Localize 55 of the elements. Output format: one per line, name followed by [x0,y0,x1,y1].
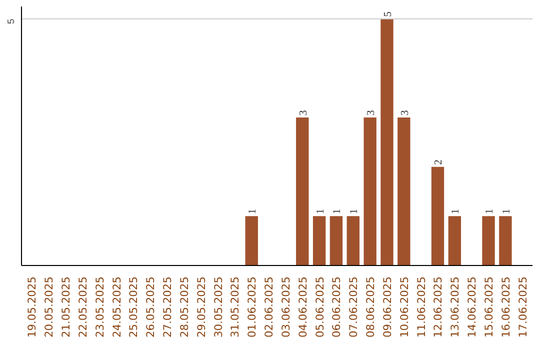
x-tick-label: 11.06.2025 [414,276,428,338]
x-tick-label: 29.05.2025 [194,276,208,338]
x-tick-label: 17.06.2025 [516,276,530,338]
x-tick-label: 07.06.2025 [347,276,360,338]
data-label: 1 [248,208,259,214]
x-tick-label: 06.06.2025 [330,276,344,338]
bar [330,216,343,266]
x-tick-label: 20.05.2025 [42,276,56,338]
x-tick-label: 10.06.2025 [398,276,411,338]
ref-line-label: 5 [6,18,16,24]
bar [499,216,512,266]
x-tick-label: 28.05.2025 [178,276,191,338]
data-label: 2 [434,160,445,165]
x-tick-label: 16.06.2025 [499,276,512,338]
bar [482,216,495,266]
x-tick-label: 01.06.2025 [246,276,259,338]
data-label: 1 [450,208,462,214]
x-tick-label: 14.06.2025 [466,276,479,338]
bar [245,216,258,266]
x-tick-label: 27.05.2025 [161,276,174,338]
bar [346,216,360,266]
x-tick-label: 09.06.2025 [380,276,394,338]
x-tick-label: 08.06.2025 [364,276,378,338]
data-label: 1 [501,208,512,214]
data-label: 5 [382,12,394,17]
data-label: 3 [366,110,378,116]
x-tick-label: 25.05.2025 [127,276,140,338]
x-tick-label: 03.06.2025 [279,276,292,338]
x-tick-label: 23.05.2025 [93,276,106,338]
bar [398,118,410,266]
bar [364,118,376,266]
x-tick-label: 30.05.2025 [212,276,225,338]
bar [431,166,444,266]
data-label: 1 [484,208,496,214]
bar [312,216,326,266]
data-label: 1 [349,208,360,214]
bar [448,216,462,266]
x-tick-label: 21.05.2025 [59,276,72,338]
x-tick-label: 13.06.2025 [448,276,462,338]
data-label: 3 [400,110,411,116]
x-tick-label: 04.06.2025 [296,276,310,338]
bar [380,18,394,266]
x-tick-label: 31.05.2025 [228,276,242,338]
x-tick-label: 19.05.2025 [26,276,39,338]
x-tick-label: 02.06.2025 [262,276,276,338]
x-tick-label: 15.06.2025 [482,276,496,338]
bar [296,118,309,266]
x-tick-label: 12.06.2025 [432,276,445,338]
x-tick-label: 05.06.2025 [313,276,326,338]
data-label: 1 [332,208,344,214]
x-tick-label: 26.05.2025 [144,276,158,338]
x-tick-label: 22.05.2025 [76,276,90,338]
data-label: 1 [315,208,326,214]
x-tick-label: 24.05.2025 [110,276,124,338]
data-label: 3 [298,110,310,116]
